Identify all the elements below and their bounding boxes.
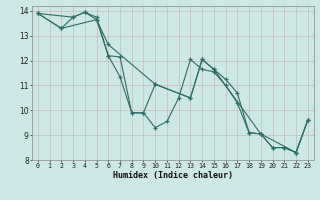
X-axis label: Humidex (Indice chaleur): Humidex (Indice chaleur) [113,171,233,180]
